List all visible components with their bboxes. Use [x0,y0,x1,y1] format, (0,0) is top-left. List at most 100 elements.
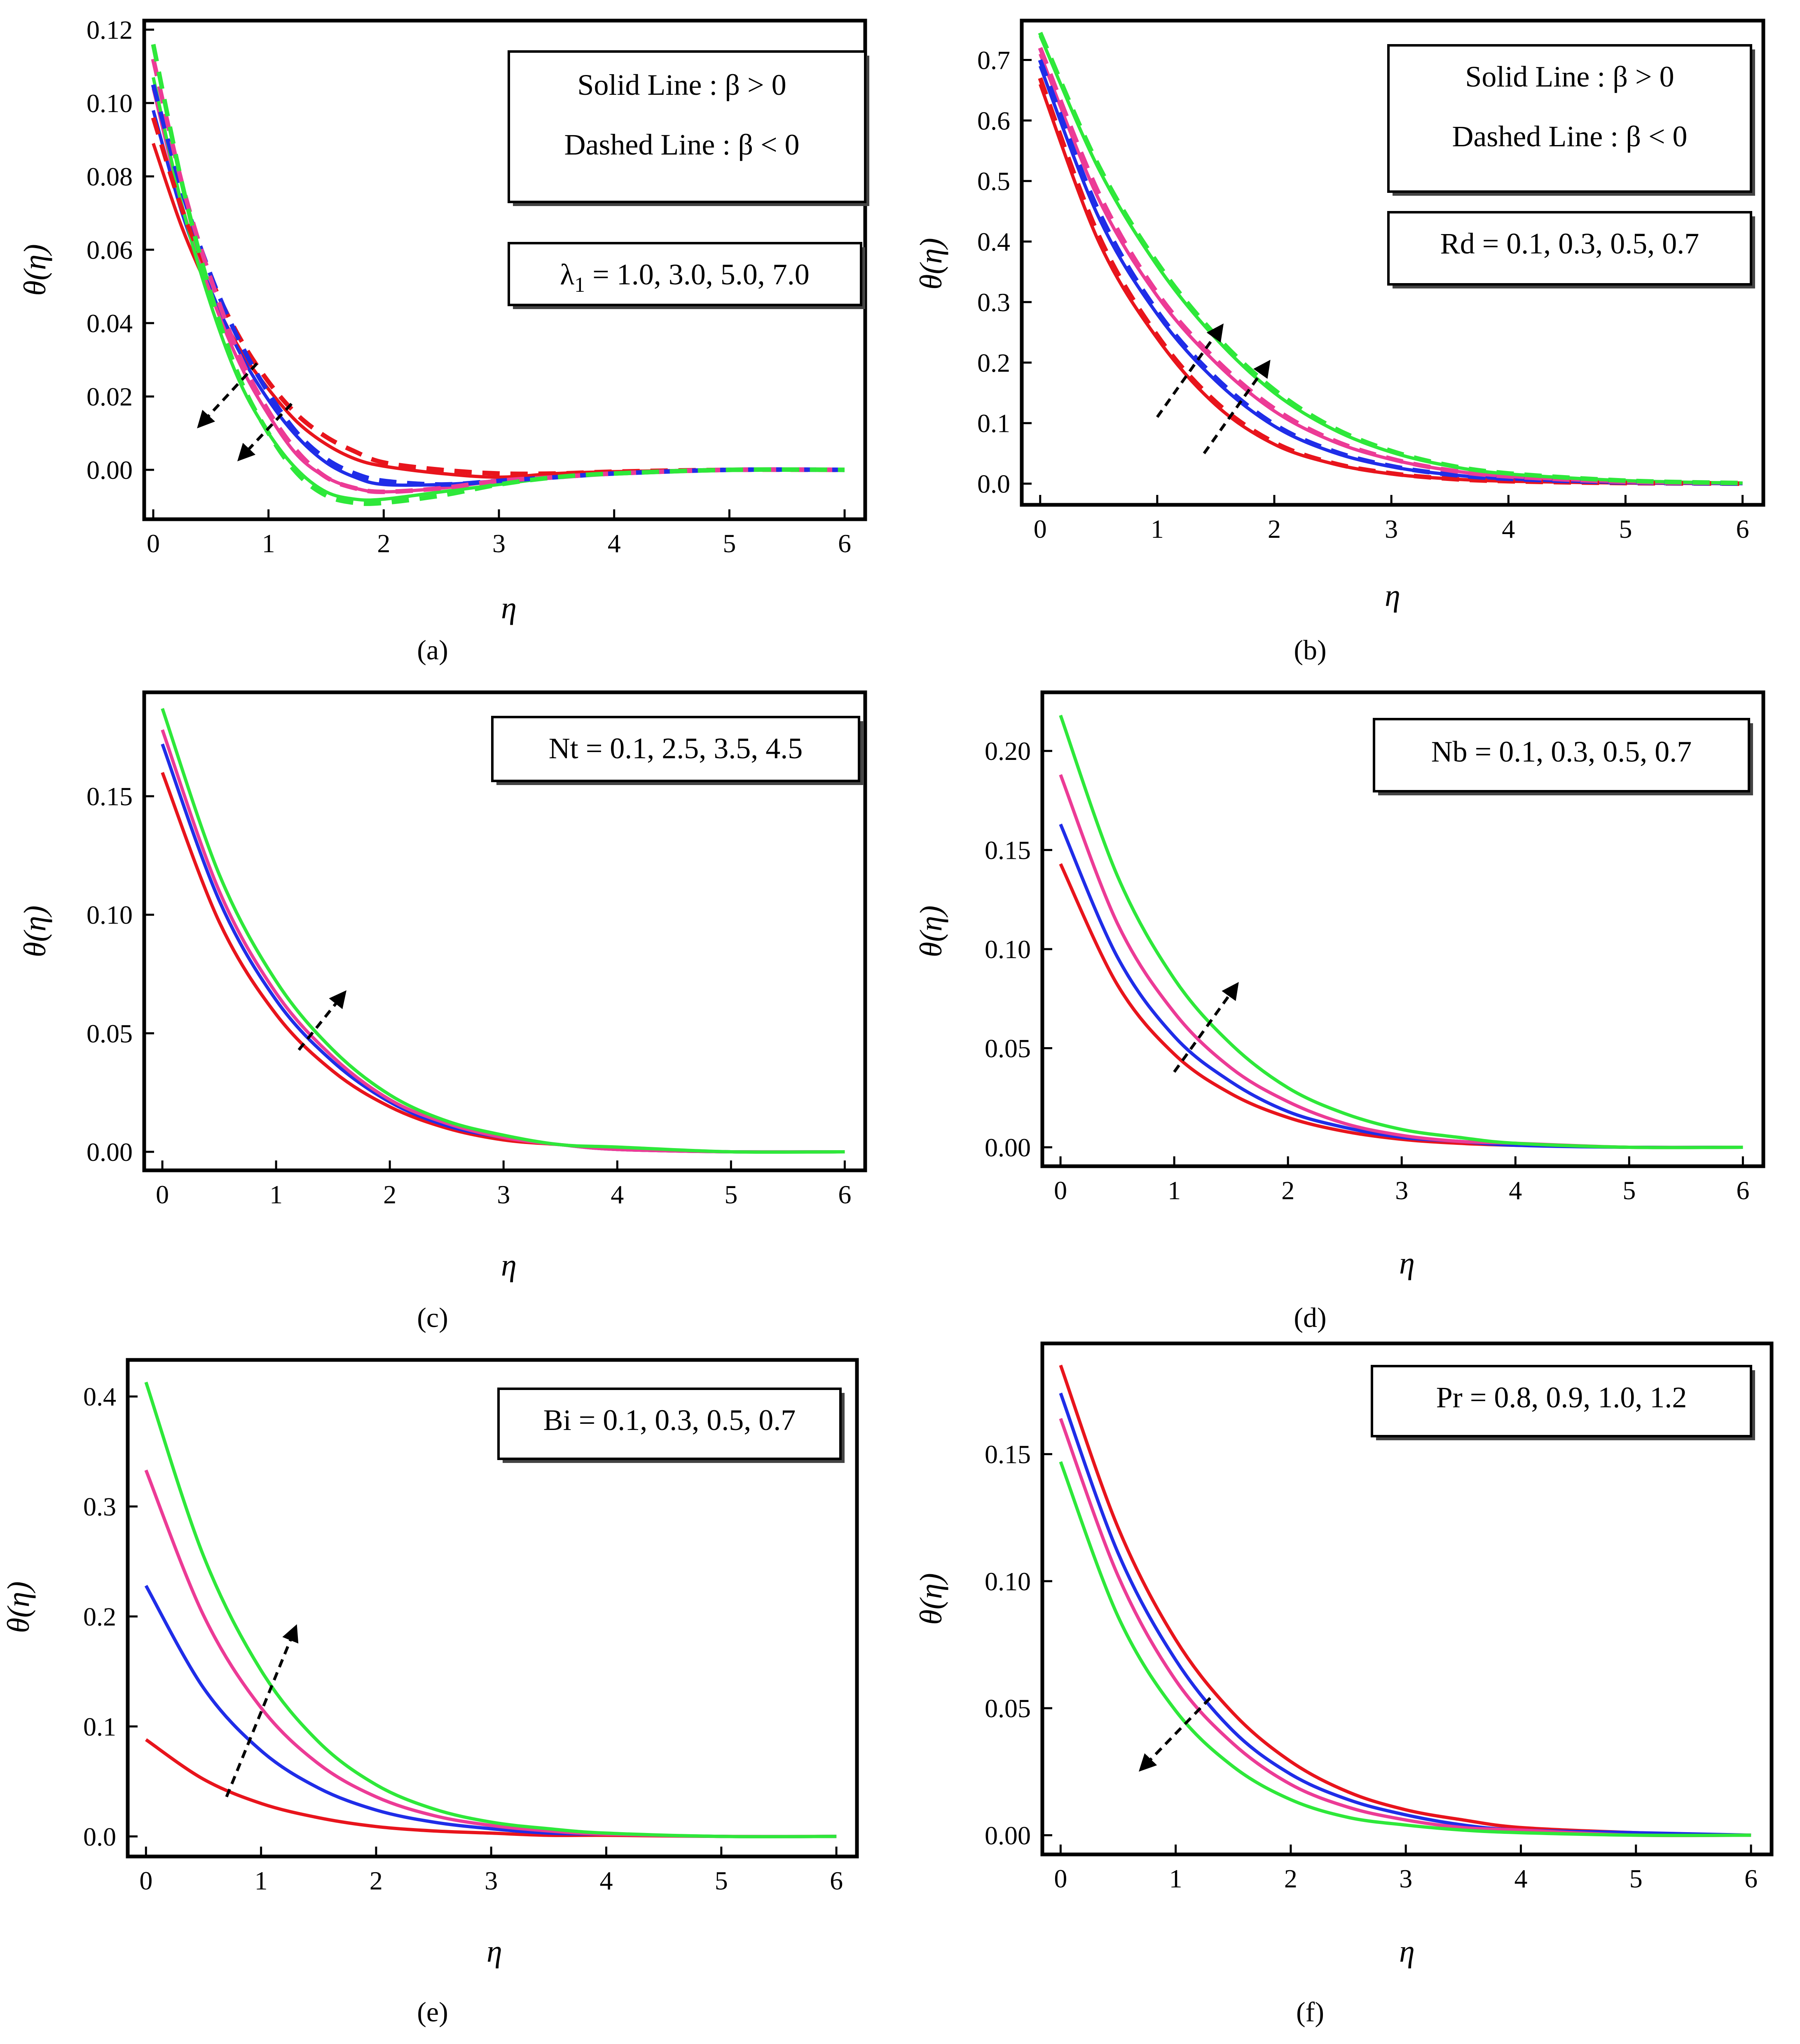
y-tick-label: 0.10 [985,1567,1031,1596]
series-line-solid-3 [1059,1418,1751,1838]
parameter-label: λ1 = 1.0, 3.0, 5.0, 7.0 [560,258,810,297]
y-tick-label: 0.04 [87,309,133,338]
series-line-solid-4 [161,708,845,1154]
axes: 0 1 2 3 4 5 6 0.0 0.1 0.2 0.3 0.4 [83,1382,843,1895]
y-tick-label: 0.05 [985,1694,1031,1723]
panel-e: 0 1 2 3 4 5 6 0.0 0.1 0.2 0.3 0.4 η θ(η) Bi = 0.1, 0.3… [1,1358,859,2028]
x-tick-label: 5 [1622,1176,1636,1205]
y-tick-label: 0.3 [83,1492,116,1521]
parameter-box [1373,718,1750,792]
x-tick-label: 3 [492,529,506,558]
y-tick-label: 0.15 [985,836,1031,865]
curves [144,1381,837,1838]
panel-caption: (a) [417,634,448,666]
panel-caption: (b) [1294,634,1326,666]
y-tick-label: 0.6 [977,106,1010,135]
panel-d: 0 1 2 3 4 5 6 0.00 0.05 0.10 0.15 0.20 η θ(η) Nb = 0.1… [914,690,1765,1333]
series-line-solid-3 [161,729,845,1154]
series-line-solid-2 [1059,823,1743,1149]
y-tick-label: 0.20 [985,736,1031,766]
parameter-box [491,716,860,782]
curves [161,708,845,1154]
x-tick-label: 5 [1629,1864,1643,1893]
parameter-label: Pr = 0.8, 0.9, 1.0, 1.2 [1436,1381,1687,1414]
x-tick-label: 3 [1385,514,1398,544]
x-tick-label: 3 [497,1180,510,1209]
curves [1059,715,1743,1149]
parameter-values: = 1.0, 3.0, 5.0, 7.0 [585,258,810,291]
series-line-dashed-4 [1038,32,1743,485]
y-axis-label: θ(η) [18,244,52,296]
y-axis-label: θ(η) [1,1581,36,1633]
panel-f: 0 1 2 3 4 5 6 0.00 0.05 0.10 0.15 η θ(η) Pr = 0.8, 0.… [914,1341,1774,2028]
x-tick-label: 4 [611,1180,624,1209]
y-tick-label: 0.2 [977,348,1010,377]
x-axis-label: η [501,1248,517,1282]
y-tick-label: 0.05 [985,1034,1031,1063]
x-tick-label: 4 [1509,1176,1522,1205]
x-tick-label: 2 [383,1180,396,1209]
x-axis-label: η [1385,578,1400,613]
x-tick-label: 6 [830,1866,843,1895]
x-tick-label: 6 [838,529,851,558]
x-tick-label: 4 [1514,1864,1527,1893]
parameter-box [497,1388,842,1460]
panel-a: 0 1 2 3 4 5 6 0.00 0.02 0.04 0.06 0.08 0.10 0.12 η θ(η)… [18,15,869,666]
axes: 0 1 2 3 4 5 6 0.0 0.1 0.2 0.3 0.4 0.5 0.6 0.7 [977,45,1749,544]
y-tick-label: 0.1 [83,1712,116,1741]
axes: 0 1 2 3 4 5 6 0.00 0.05 0.10 0.15 0.20 [985,736,1749,1205]
x-tick-label: 2 [377,529,390,558]
x-tick-label: 1 [1151,514,1164,544]
panel-caption: (c) [417,1302,448,1333]
trend-arrow [1156,323,1224,418]
x-tick-label: 2 [1281,1176,1294,1205]
series-line-dashed-2 [151,84,845,487]
x-tick-label: 5 [1619,514,1632,544]
axes: 0 1 2 3 4 5 6 0.00 0.02 0.04 0.06 0.08 0.10 0.12 [87,15,851,558]
curves [1059,1364,1751,1838]
x-tick-label: 0 [1034,514,1047,544]
series-line-solid-4 [1059,715,1743,1149]
panel-c: 0 1 2 3 4 5 6 0.00 0.05 0.10 0.15 η θ(η) Nt = 0.1, 2.… [18,690,867,1333]
trend-arrow [1203,360,1271,455]
y-tick-label: 0.02 [87,382,133,411]
x-tick-label: 5 [724,1180,737,1209]
x-tick-label: 2 [1268,514,1281,544]
y-tick-label: 0.05 [87,1019,133,1048]
parameter-box [508,242,862,306]
x-tick-label: 6 [1744,1864,1758,1893]
plot-frame [142,690,867,1172]
trend-arrow [237,403,293,462]
x-tick-label: 5 [723,529,736,558]
y-tick-label: 0.10 [87,89,133,118]
y-tick-label: 0.7 [977,45,1010,75]
parameter-subscript: 1 [574,273,585,297]
legend-box [1387,44,1752,193]
panel-caption: (e) [417,1996,448,2028]
y-tick-label: 0.00 [87,1137,133,1167]
panel-caption: (d) [1294,1302,1326,1333]
x-tick-label: 0 [156,1180,169,1209]
x-tick-label: 4 [608,529,621,558]
legend-solid-line-text: Solid Line : β > 0 [1465,60,1674,93]
trend-arrow [197,362,258,429]
y-tick-label: 0.5 [977,166,1010,196]
trend-arrow [1138,1697,1211,1772]
series-line-solid-2 [1059,1392,1751,1837]
x-tick-label: 1 [1169,1864,1182,1893]
axes: 0 1 2 3 4 5 6 0.00 0.05 0.10 0.15 [985,1440,1758,1893]
y-tick-label: 0.00 [985,1133,1031,1162]
y-tick-label: 0.10 [87,900,133,930]
y-tick-label: 0.00 [87,455,133,485]
series-line-solid-2 [161,743,845,1154]
y-tick-label: 0.4 [83,1382,116,1411]
parameter-label: Bi = 0.1, 0.3, 0.5, 0.7 [543,1404,796,1437]
legend-solid-line-text: Solid Line : β > 0 [577,68,786,101]
series-line-solid-4 [144,1381,837,1838]
y-tick-label: 0.0 [83,1822,116,1851]
x-tick-label: 2 [370,1866,383,1895]
trend-arrow [225,1624,299,1798]
trend-arrow [297,990,347,1051]
y-tick-label: 0.00 [985,1821,1031,1850]
y-tick-label: 0.15 [87,782,133,811]
